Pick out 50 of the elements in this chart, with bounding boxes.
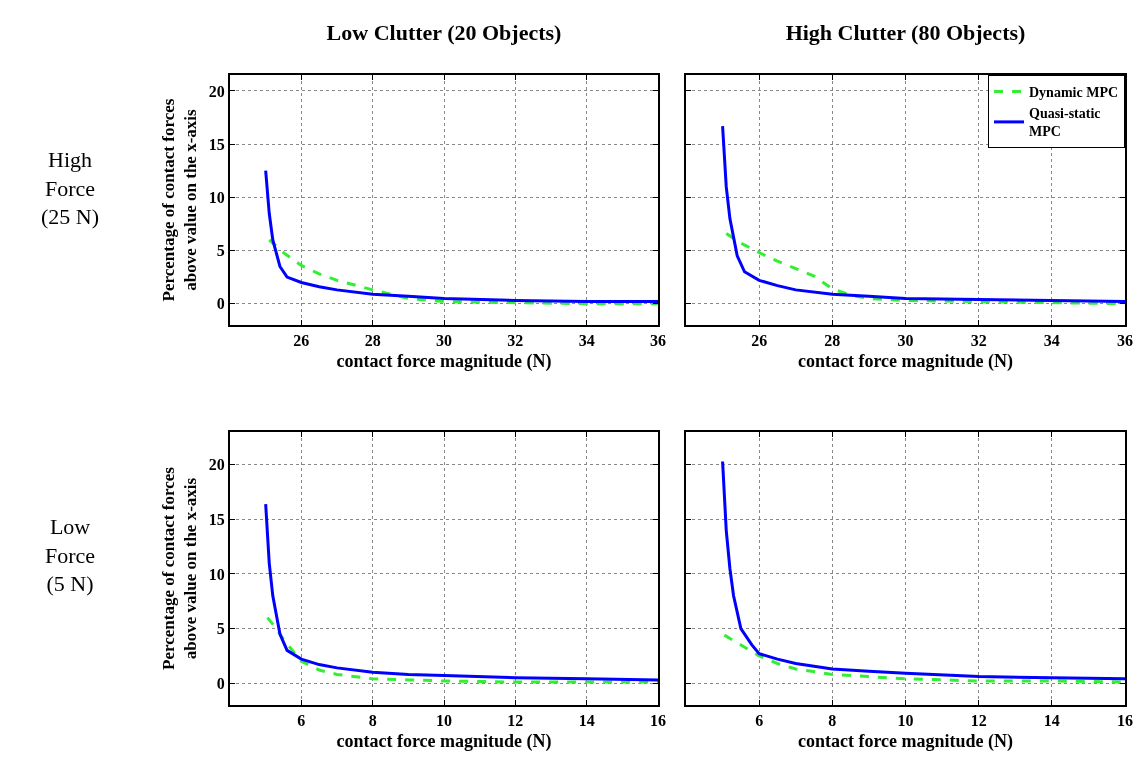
x-tick-label: 32 <box>507 332 524 350</box>
line-series <box>267 238 658 306</box>
x-tick-label: 34 <box>1043 332 1060 350</box>
x-tick-label: 12 <box>970 712 987 730</box>
x-tick-label: 30 <box>436 332 452 350</box>
line-series <box>264 502 658 682</box>
y-axis-title: Percentage of contact forces above value on the x-axis <box>158 98 200 302</box>
x-tick-label: 16 <box>650 712 666 730</box>
x-tick-label: 8 <box>828 712 837 730</box>
y-tick-label: 10 <box>208 565 225 583</box>
x-tick-label: 36 <box>650 332 666 350</box>
x-tick-label: 14 <box>578 712 595 730</box>
x-tick-label: 26 <box>751 332 768 350</box>
line-series <box>265 616 658 684</box>
x-axis-title: contact force magnitude (N) <box>797 350 1014 372</box>
line-series <box>264 169 658 304</box>
text: High Force (25 N) <box>41 147 100 230</box>
y-tick-label: 15 <box>208 510 225 528</box>
y-tick-label: 5 <box>216 242 225 260</box>
y-axis-title: Percentage of contact forces above value on the x-axis <box>158 466 200 670</box>
x-tick-label: 10 <box>897 712 914 730</box>
y-tick-label: 5 <box>216 620 225 638</box>
y-tick-label: 20 <box>208 82 225 100</box>
y-tick-label: 20 <box>208 456 225 474</box>
x-axis-title: contact force magnitude (N) <box>336 730 552 752</box>
x-tick-label: 14 <box>1043 712 1060 730</box>
x-axis-title: contact force magnitude (N) <box>797 730 1014 752</box>
x-tick-label: 12 <box>507 712 524 730</box>
y-tick-label: 0 <box>216 674 225 692</box>
x-tick-label: 36 <box>1117 332 1133 350</box>
chart-title: High Clutter (80 Objects) <box>785 20 1026 45</box>
legend-label: Dynamic MPC <box>1029 85 1119 101</box>
x-tick-label: 10 <box>436 712 452 730</box>
x-tick-label: 8 <box>368 712 377 730</box>
y-tick-label: 0 <box>216 295 225 313</box>
x-tick-label: 6 <box>755 712 764 730</box>
x-tick-label: 30 <box>897 332 914 350</box>
chart-title: Low Clutter (20 Objects) <box>326 20 562 45</box>
text: Low Force (5 N) <box>45 514 96 597</box>
y-tick-label: 10 <box>208 188 225 206</box>
x-tick-label: 28 <box>364 332 381 350</box>
x-axis-title: contact force magnitude (N) <box>336 350 552 372</box>
y-tick-label: 15 <box>208 135 225 153</box>
x-tick-label: 34 <box>578 332 595 350</box>
x-tick-label: 26 <box>293 332 310 350</box>
x-tick-label: 16 <box>1117 712 1133 730</box>
legend-label: Quasi-static MPC <box>1029 106 1101 140</box>
x-tick-label: 32 <box>970 332 987 350</box>
x-tick-label: 6 <box>297 712 306 730</box>
x-tick-label: 28 <box>824 332 841 350</box>
